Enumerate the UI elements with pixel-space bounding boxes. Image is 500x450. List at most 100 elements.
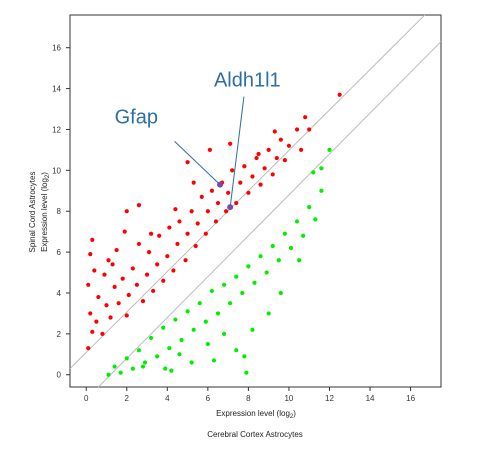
spinal-data-point — [96, 294, 101, 300]
spinal-data-point — [122, 229, 127, 234]
spinal-data-point — [278, 137, 283, 142]
cortex-data-point — [179, 337, 184, 343]
cortex-data-point — [163, 366, 168, 371]
spinal-data-point — [228, 141, 233, 146]
spinal-data-point — [303, 115, 308, 120]
spinal-data-point — [307, 127, 312, 132]
spinal-data-point — [86, 346, 91, 351]
x-tick-label: 10 — [284, 394, 293, 403]
cortex-data-point — [112, 364, 117, 369]
spinal-data-point — [191, 180, 196, 185]
cortex-data-point — [301, 233, 306, 238]
spinal-data-point — [86, 282, 91, 287]
cortex-data-point — [140, 364, 146, 369]
spinal-data-point — [282, 158, 287, 163]
spinal-data-point — [171, 268, 176, 273]
spinal-data-point — [92, 268, 97, 273]
spinal-data-point — [185, 231, 190, 236]
spinal-data-point — [189, 209, 194, 214]
y-tick-label: 4 — [57, 289, 62, 298]
cortex-data-point — [242, 354, 247, 359]
y-tick-label: 10 — [52, 166, 61, 175]
cortex-data-point — [319, 188, 324, 193]
spinal-enriched-points — [86, 92, 342, 351]
cortex-data-point — [130, 366, 135, 371]
x-tick-label: 16 — [406, 394, 415, 403]
spinal-data-point — [294, 127, 300, 132]
cortex-data-point — [169, 368, 174, 373]
highlighted-gene-point — [217, 181, 224, 188]
cortex-data-point — [211, 358, 217, 363]
spinal-data-point — [256, 151, 261, 157]
spinal-data-point — [110, 262, 115, 267]
cortex-data-point — [161, 325, 166, 330]
spinal-data-point — [207, 147, 212, 153]
y-axis-title: Expression level (log2) — [40, 172, 51, 252]
cortex-data-point — [185, 309, 190, 314]
spinal-data-point — [213, 219, 219, 224]
cortex-data-point — [234, 274, 239, 279]
spinal-data-point — [116, 301, 121, 306]
cortex-data-point — [296, 258, 302, 263]
spinal-data-point — [100, 331, 105, 336]
spinal-data-point — [175, 241, 180, 247]
annotation-label: Aldh1l1 — [214, 70, 281, 92]
cortex-data-point — [288, 245, 294, 251]
x-tick-label: 12 — [325, 394, 334, 403]
cortex-data-point — [155, 354, 160, 359]
spinal-data-point — [254, 155, 259, 161]
cortex-data-point — [327, 147, 332, 153]
cortex-data-point — [266, 311, 271, 316]
cortex-data-point — [244, 370, 249, 375]
spinal-data-point — [114, 247, 119, 253]
spinal-data-point — [266, 147, 271, 153]
spinal-data-point — [226, 190, 231, 195]
spinal-data-point — [148, 231, 154, 236]
spinal-data-point — [337, 92, 342, 97]
cortex-data-point — [177, 352, 182, 357]
y-tick-label: 2 — [57, 330, 62, 339]
cortex-data-point — [142, 360, 148, 365]
spinal-data-point — [146, 249, 152, 255]
cortex-data-point — [106, 372, 111, 377]
spinal-data-point — [246, 190, 251, 195]
cortex-data-point — [278, 290, 283, 296]
spinal-data-point — [136, 202, 142, 208]
spinal-data-point — [299, 147, 304, 153]
reference-line-lower — [98, 41, 442, 388]
cortex-data-point — [215, 311, 221, 316]
spinal-data-point — [165, 254, 170, 259]
cortex-data-point — [203, 319, 208, 324]
spinal-data-point — [209, 188, 215, 193]
cortex-data-point — [197, 301, 202, 306]
cortex-data-point — [294, 219, 300, 224]
cortex-data-point — [264, 270, 269, 275]
y-tick-label: 14 — [52, 85, 61, 94]
spinal-data-point — [270, 172, 275, 177]
highlighted-gene-point — [227, 204, 234, 211]
x-tick-label: 8 — [246, 394, 251, 403]
cortex-data-point — [307, 205, 312, 210]
cortex-data-point — [240, 290, 245, 296]
y-tick-label: 8 — [57, 207, 62, 216]
spinal-data-point — [157, 233, 162, 238]
cortex-data-point — [276, 258, 281, 263]
spinal-data-point — [108, 315, 113, 320]
cortex-data-point — [173, 317, 178, 322]
spinal-data-point — [183, 258, 188, 263]
spinal-data-point — [234, 200, 239, 206]
cortex-data-point — [124, 356, 129, 361]
x-axis-ticks: 0 2 4 6 8 10 12 14 16 — [84, 387, 416, 403]
spinal-data-point — [88, 311, 93, 316]
annotation-label: Gfap — [115, 106, 158, 128]
spinal-data-point — [136, 241, 142, 247]
spinal-data-point — [215, 200, 221, 206]
spinal-data-point — [90, 329, 95, 334]
cortex-data-point — [282, 231, 287, 236]
spinal-data-point — [286, 143, 292, 148]
y-tick-label: 0 — [57, 371, 62, 380]
spinal-data-point — [124, 209, 129, 214]
cortex-data-point — [221, 282, 227, 287]
cortex-data-point — [246, 264, 251, 269]
